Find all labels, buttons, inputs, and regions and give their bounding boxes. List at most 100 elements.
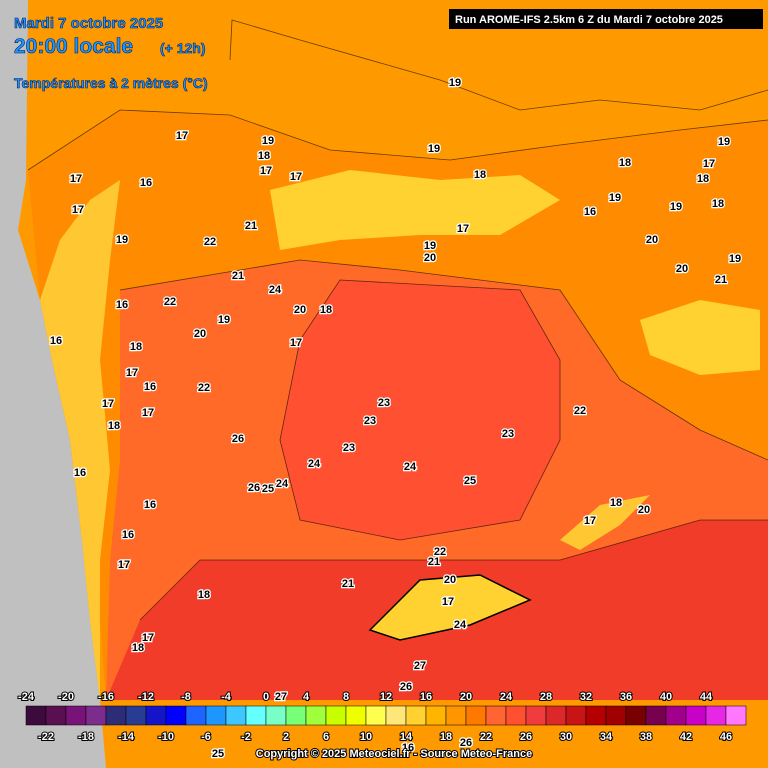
temperature-label: 22: [204, 236, 216, 248]
temperature-label: 18: [712, 198, 724, 210]
scale-label: 22: [480, 731, 492, 743]
temperature-label: 16: [74, 467, 86, 479]
swatch: [265, 705, 287, 726]
swatch: [245, 705, 267, 726]
temperature-label: 21: [245, 220, 257, 232]
scale-label: 42: [680, 731, 692, 743]
temperature-label: 24: [454, 619, 467, 631]
temperature-label: 23: [502, 428, 514, 440]
scale-label: 10: [360, 731, 372, 743]
swatch: [625, 705, 647, 726]
temperature-label: 23: [364, 415, 376, 427]
temperature-label: 19: [670, 201, 682, 213]
temperature-label: 26: [232, 433, 244, 445]
temperature-label: 27: [275, 691, 287, 703]
temperature-label: 18: [610, 497, 622, 509]
temperature-label: 17: [70, 173, 82, 185]
mountains-east: [640, 300, 760, 375]
scale-label: -16: [98, 691, 114, 703]
temperature-label: 18: [320, 304, 332, 316]
ocean-grey: [0, 0, 106, 768]
temperature-label: 25: [212, 748, 224, 760]
temperature-label: 17: [118, 559, 130, 571]
temperature-label: 22: [164, 296, 176, 308]
swatch: [225, 705, 247, 726]
temperature-label: 23: [378, 397, 390, 409]
swatch: [485, 705, 507, 726]
scale-label: -14: [118, 731, 135, 743]
temperature-label: 17: [290, 337, 302, 349]
scale-label: 46: [720, 731, 732, 743]
scale-label: -2: [241, 731, 251, 743]
temperature-label: 18: [108, 420, 120, 432]
scale-label: -24: [18, 691, 35, 703]
temperature-label: 16: [116, 299, 128, 311]
run-box: [449, 9, 763, 29]
temperature-label: 17: [457, 223, 469, 235]
temperature-label: 20: [638, 504, 650, 516]
offset: (+ 12h): [160, 40, 206, 56]
temperature-label: 19: [609, 192, 621, 204]
swatch: [165, 705, 187, 726]
swatch: [665, 705, 687, 726]
scale-label: -6: [201, 731, 211, 743]
temperature-label: 26: [400, 681, 412, 693]
temperature-label: 25: [464, 475, 476, 487]
temperature-label: 21: [232, 270, 244, 282]
swatch: [565, 705, 587, 726]
temperature-label: 20: [424, 252, 436, 264]
scale-label: 40: [660, 691, 672, 703]
swatch: [545, 705, 567, 726]
swatch: [725, 705, 747, 726]
scale-label: 32: [580, 691, 592, 703]
run-info: Run AROME-IFS 2.5km 6 Z du Mardi 7 octob…: [455, 14, 723, 26]
temperature-label: 22: [574, 405, 586, 417]
scale-label: 6: [323, 731, 329, 743]
temperature-label: 17: [72, 204, 84, 216]
swatch: [445, 705, 467, 726]
scale-label: 16: [420, 691, 432, 703]
contours: [27, 19, 768, 621]
temperature-label: 21: [428, 556, 440, 568]
parameter: Températures à 2 mètres (°C): [14, 75, 208, 91]
temperature-label: 18: [474, 169, 486, 181]
temperature-label: 18: [697, 173, 709, 185]
temperature-label: 20: [294, 304, 306, 316]
temperature-label: 16: [122, 529, 134, 541]
swatch: [105, 705, 127, 726]
scale-label: 24: [500, 691, 513, 703]
temperature-label: 18: [132, 642, 144, 654]
scale-label: 12: [380, 691, 392, 703]
swatch: [425, 705, 447, 726]
swatch: [125, 705, 147, 726]
temperature-label: 18: [130, 341, 142, 353]
scale-label: 30: [560, 731, 572, 743]
temperature-label: 26: [248, 482, 260, 494]
temperature-label: 17: [290, 171, 302, 183]
scale-label: -12: [138, 691, 154, 703]
temperature-label: 20: [444, 574, 456, 586]
swatch: [705, 705, 727, 726]
coast-cool: [40, 180, 120, 700]
swatch: [25, 705, 47, 726]
swatch: [505, 705, 527, 726]
temperature-label: 22: [434, 546, 446, 558]
temperature-label: 17: [126, 367, 138, 379]
temperature-label: 26: [460, 737, 472, 749]
temperature-label: 19: [729, 253, 741, 265]
temperature-label: 17: [584, 515, 596, 527]
color-scale: -24 -20 -16 -12 -8 -4 0 4 8 12 16 20 24 28 32 36 40 44-22…: [17, 690, 747, 744]
temperature-label: 25: [262, 483, 274, 495]
scale-label: 28: [540, 691, 552, 703]
scale-label: 38: [640, 731, 652, 743]
temperature-label: 21: [715, 274, 727, 286]
swatch: [185, 705, 207, 726]
temperature-label: 16: [402, 742, 414, 754]
sierra: [368, 574, 532, 641]
swatch: [605, 705, 627, 726]
scale-label: -4: [221, 691, 232, 703]
swatch: [525, 705, 547, 726]
temperature-label: 19: [116, 234, 128, 246]
date: Mardi 7 octobre 2025: [14, 15, 163, 32]
